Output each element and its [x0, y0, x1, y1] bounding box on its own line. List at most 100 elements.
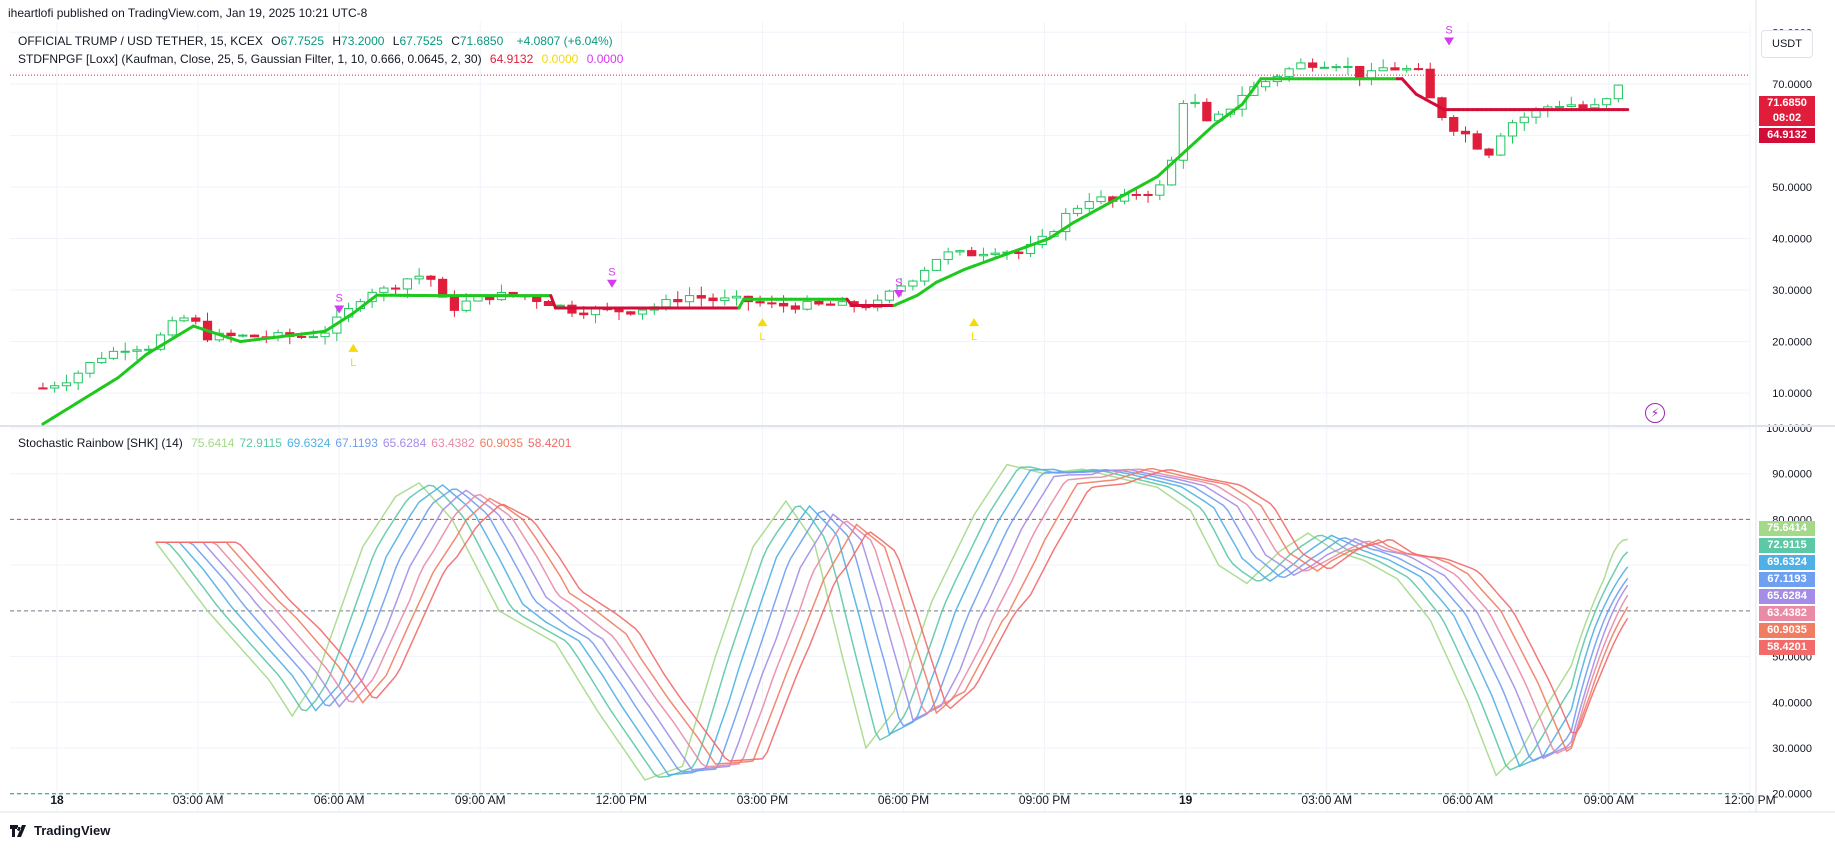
time-axis-label: 06:00 AM — [314, 793, 365, 807]
candle-body — [414, 275, 424, 280]
rainbow-legend-value: 69.6324 — [286, 436, 331, 450]
time-axis-label: 12:00 PM — [1724, 793, 1775, 807]
candle-body — [1496, 135, 1506, 156]
rainbow-line-2 — [155, 466, 1629, 778]
candle-body — [826, 303, 836, 306]
candle-body — [873, 299, 883, 309]
candle-body — [661, 299, 671, 308]
candle-body — [920, 269, 930, 282]
candle-body — [1378, 67, 1388, 72]
candle-body — [38, 387, 48, 390]
sell-signal-label: S — [895, 277, 902, 289]
rainbow-legend-value: 67.1193 — [335, 436, 378, 450]
time-axis-label: 03:00 AM — [173, 793, 224, 807]
low-value: 67.7525 — [399, 34, 443, 48]
indicator1-name[interactable]: STDFNPGF [Loxx] (Kaufman, Close, 25, 5, … — [18, 52, 482, 66]
candle-body — [1484, 148, 1494, 156]
candle-body — [1449, 117, 1459, 132]
candle-body — [1402, 68, 1412, 71]
rainbow-legend-value: 65.6284 — [382, 436, 427, 450]
change-value: +4.0807 (+6.04%) — [516, 34, 613, 48]
candle-body — [978, 253, 989, 257]
candle-body — [120, 350, 130, 353]
sell-signal-marker — [1444, 37, 1455, 46]
time-axis-label: 09:00 AM — [1584, 793, 1635, 807]
tradingview-logo[interactable]: TradingView — [10, 823, 110, 838]
candle-body — [461, 300, 471, 311]
rainbow-value-badge: 72.9115 — [1759, 538, 1815, 553]
candle-body — [1590, 104, 1600, 109]
long-signal-label: L — [350, 357, 356, 369]
price-axis-label: 70.0000 — [1772, 79, 1812, 91]
candle-body — [1319, 66, 1330, 69]
candle-body — [1507, 122, 1518, 137]
candle-body — [108, 350, 119, 359]
candle-body — [391, 287, 401, 290]
filter-line-segment — [737, 297, 746, 310]
time-axis-label: 19 — [1179, 793, 1193, 807]
candle-body — [731, 295, 742, 299]
rainbow-legend-value: 60.9035 — [479, 436, 524, 450]
candle-body — [543, 301, 554, 307]
time-axis-label: 03:00 PM — [737, 793, 788, 807]
rainbow-line-7 — [155, 467, 1629, 765]
candle-body — [249, 334, 260, 338]
candle-body — [626, 311, 636, 315]
indicator1-value2: 0.0000 — [541, 52, 579, 66]
candle-body — [1343, 65, 1353, 68]
candle-body — [426, 275, 436, 280]
candle-body — [61, 382, 72, 387]
indicator1-value1: 64.9132 — [489, 52, 534, 66]
candle-body — [990, 252, 1000, 255]
candle-body — [579, 312, 589, 316]
candle-body — [1472, 133, 1482, 150]
rainbow-value-badge: 67.1193 — [1759, 572, 1815, 587]
sell-signal-label: S — [608, 267, 615, 279]
candle-body — [720, 297, 730, 302]
price-axis-label: 20.0000 — [1772, 337, 1812, 349]
candle-body — [73, 372, 83, 384]
last-price-badge: 71.6850 08:02 — [1759, 96, 1815, 126]
candle-body — [708, 297, 718, 302]
candle-body — [1355, 65, 1365, 79]
lightning-icon[interactable]: ⚡ — [1645, 403, 1665, 423]
symbol-name[interactable]: OFFICIAL TRUMP / USD TETHER, 15, KCEX — [18, 34, 263, 48]
candle-body — [296, 335, 307, 338]
candle-body — [802, 300, 812, 310]
candle-body — [637, 309, 648, 315]
open-value: 67.7525 — [280, 34, 325, 48]
candle-body — [238, 334, 248, 337]
rainbow-value-badge: 58.4201 — [1759, 640, 1815, 655]
time-axis-label: 06:00 PM — [878, 793, 929, 807]
currency-button[interactable]: USDT — [1761, 30, 1813, 58]
long-signal-label: L — [759, 331, 765, 343]
candle-body — [1014, 251, 1024, 254]
candle-body — [1178, 103, 1188, 161]
rainbow-line-3 — [155, 468, 1629, 776]
rainbow-legend-value: 63.4382 — [431, 436, 475, 450]
rainbow-line-1 — [155, 463, 1628, 781]
candle-body — [97, 357, 107, 364]
candle-body — [1166, 159, 1177, 186]
candle-body — [755, 301, 765, 304]
candle-body — [955, 250, 965, 253]
sell-signal-label: S — [1445, 24, 1452, 36]
candle-body — [402, 278, 412, 290]
candle-body — [1284, 68, 1294, 77]
candle-body — [1308, 62, 1318, 68]
indicator2-name[interactable]: Stochastic Rainbow [SHK] (14) — [18, 436, 183, 450]
sell-signal-marker — [334, 305, 345, 314]
osc-axis-label: 90.0000 — [1772, 469, 1812, 481]
osc-axis-label: 20.0000 — [1772, 789, 1812, 801]
candle-body — [1061, 212, 1071, 233]
rainbow-line-4 — [155, 469, 1629, 773]
candle-body — [1261, 81, 1271, 88]
long-signal-marker — [757, 318, 768, 327]
indicator1-legend: STDFNPGF [Loxx] (Kaufman, Close, 25, 5, … — [18, 52, 628, 66]
candle-body — [50, 385, 60, 389]
candle-body — [1143, 193, 1153, 196]
candle-body — [1155, 184, 1165, 196]
candle-body — [167, 320, 177, 336]
osc-axis-label: 100.0000 — [1766, 423, 1812, 435]
